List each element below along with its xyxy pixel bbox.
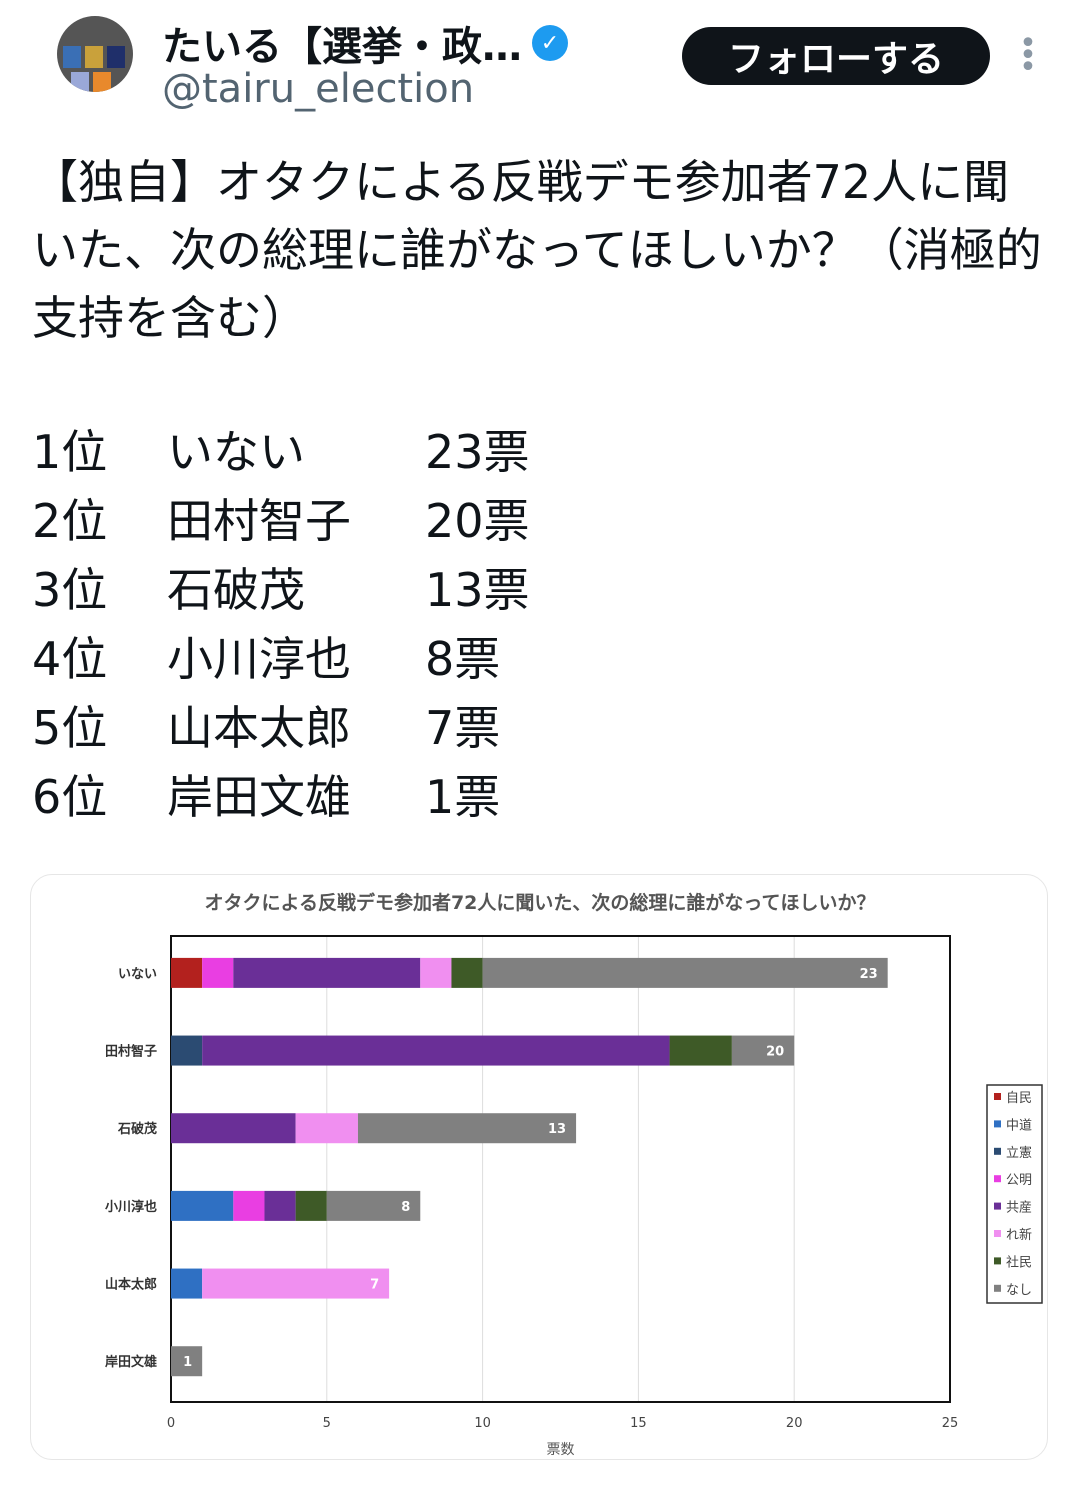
- bar-total-label: 20: [766, 1045, 784, 1060]
- legend-swatch: [994, 1147, 1001, 1155]
- bar-segment-社民: [669, 1035, 732, 1066]
- bar-segment-社民: [451, 957, 483, 988]
- bar-total-label: 1: [183, 1355, 192, 1370]
- legend-swatch: [994, 1120, 1001, 1128]
- bar-segment-立憲: [171, 1035, 203, 1066]
- ranking-rank: 6位: [32, 770, 108, 824]
- x-tick-label: 5: [323, 1416, 331, 1431]
- plot-frame: [170, 935, 951, 1403]
- category-label: 山本太郎: [105, 1277, 157, 1293]
- ranking-name: 岸田文雄: [167, 770, 351, 824]
- category-label: 岸田文雄: [105, 1354, 157, 1370]
- legend-label: 自民: [1006, 1091, 1032, 1106]
- x-tick-label: 25: [942, 1416, 959, 1431]
- bar-segment-共産: [264, 1190, 296, 1221]
- legend-label: 社民: [1006, 1254, 1032, 1270]
- x-tick-label: 15: [630, 1416, 647, 1431]
- bar-segment-社民: [295, 1190, 327, 1221]
- avatar[interactable]: [57, 16, 133, 92]
- legend-swatch: [994, 1284, 1001, 1292]
- bar-segment-共産: [171, 1113, 296, 1144]
- bar-segment-共産: [233, 957, 421, 988]
- x-tick-label: 0: [167, 1416, 175, 1431]
- ranking-item: 5位 山本太郎 7票: [32, 694, 530, 763]
- bar-segment-れ新: [202, 1268, 390, 1299]
- ranking-rank: 2位: [32, 494, 108, 548]
- ranking-name: いない: [167, 425, 305, 479]
- stacked-bar-chart: オタクによる反戦デモ参加者72人に聞いた、次の総理に誰がなってほしいか？ 0 5 10…: [105, 891, 1043, 1458]
- legend-swatch: [994, 1257, 1001, 1265]
- category-label: いない: [118, 967, 157, 982]
- bar-segment-れ新: [295, 1113, 358, 1144]
- ranking-item: 1位 いない 23票: [32, 418, 530, 487]
- follow-button[interactable]: フォローする: [682, 27, 990, 85]
- chart-image[interactable]: オタクによる反戦デモ参加者72人に聞いた、次の総理に誰がなってほしいか？ 0 5 10…: [30, 874, 1048, 1460]
- category-label: 田村智子: [105, 1044, 157, 1060]
- ranking-rank: 1位: [32, 425, 108, 479]
- x-tick-label: 20: [786, 1416, 803, 1431]
- bar-total-label: 8: [401, 1200, 410, 1215]
- bar-segment-なし: [482, 957, 888, 988]
- ranking-name: 石破茂: [167, 563, 305, 617]
- legend-label: 中道: [1006, 1118, 1032, 1133]
- bar-segment-れ新: [420, 957, 452, 988]
- legend-label: 共産: [1006, 1200, 1032, 1216]
- ranking-rank: 3位: [32, 563, 108, 617]
- ranking-votes: 13票: [425, 563, 530, 617]
- legend-label: 公明: [1006, 1173, 1032, 1188]
- ranking-votes: 1票: [425, 770, 501, 824]
- bar-segment-なし: [326, 1190, 421, 1221]
- legend-label: なし: [1006, 1283, 1032, 1298]
- ranking-votes: 8票: [425, 632, 501, 686]
- bar-segment-自民: [171, 957, 203, 988]
- bar-total-label: 13: [548, 1122, 566, 1137]
- legend-swatch: [994, 1202, 1001, 1210]
- user-handle[interactable]: @tairu_election: [162, 66, 475, 112]
- display-name-text: たいる【選挙・政…: [162, 24, 522, 70]
- bar-total-label: 23: [860, 967, 878, 982]
- bar-segment-共産: [202, 1035, 670, 1066]
- bar-segment-中道: [171, 1190, 234, 1221]
- x-tick-label: 10: [474, 1416, 491, 1431]
- legend-label: 立憲: [1006, 1145, 1032, 1161]
- bar-total-label: 7: [370, 1278, 379, 1293]
- category-label: 小川淳也: [105, 1199, 157, 1215]
- ranking-rank: 5位: [32, 701, 108, 755]
- more-vertical-icon[interactable]: • • •: [1019, 26, 1037, 85]
- ranking-votes: 23票: [425, 425, 530, 479]
- ranking-name: 田村智子: [167, 494, 351, 548]
- verified-badge-icon: ✓: [532, 25, 568, 61]
- tweet-text: 【独自】オタクによる反戦デモ参加者72人に聞いた、次の総理に誰がなってほしいか？…: [32, 155, 1042, 345]
- category-label: 石破茂: [117, 1121, 157, 1137]
- ranking-item: 4位 小川淳也 8票: [32, 625, 530, 694]
- x-axis-label: 票数: [547, 1442, 575, 1458]
- legend-label: れ新: [1006, 1227, 1032, 1243]
- ranking-name: 山本太郎: [167, 701, 351, 755]
- bar-segment-公明: [233, 1190, 265, 1221]
- ranking-votes: 20票: [425, 494, 530, 548]
- bar-segment-なし: [357, 1113, 577, 1144]
- bar-segment-なし: [171, 1346, 203, 1377]
- bar-segment-なし: [731, 1035, 795, 1066]
- legend-swatch: [994, 1230, 1001, 1237]
- legend-swatch: [994, 1175, 1001, 1183]
- legend-swatch: [994, 1093, 1001, 1100]
- chart-title: オタクによる反戦デモ参加者72人に聞いた、次の総理に誰がなってほしいか？: [205, 891, 876, 914]
- ranking-name: 小川淳也: [167, 632, 351, 686]
- ranking-item: 3位 石破茂 13票: [32, 556, 530, 625]
- ranking-item: 2位 田村智子 20票: [32, 487, 530, 556]
- ranking-item: 6位 岸田文雄 1票: [32, 763, 530, 832]
- ranking-votes: 7票: [425, 701, 501, 755]
- bar-segment-中道: [171, 1268, 203, 1299]
- display-name[interactable]: たいる【選挙・政… ✓: [162, 14, 568, 72]
- ranking-rank: 4位: [32, 632, 108, 686]
- bar-segment-公明: [202, 957, 234, 988]
- ranking-list: 1位 いない 23票 2位 田村智子 20票 3位 石破茂 13票 4位 小川淳也 8票 5位 山本太郎 7…: [32, 418, 530, 832]
